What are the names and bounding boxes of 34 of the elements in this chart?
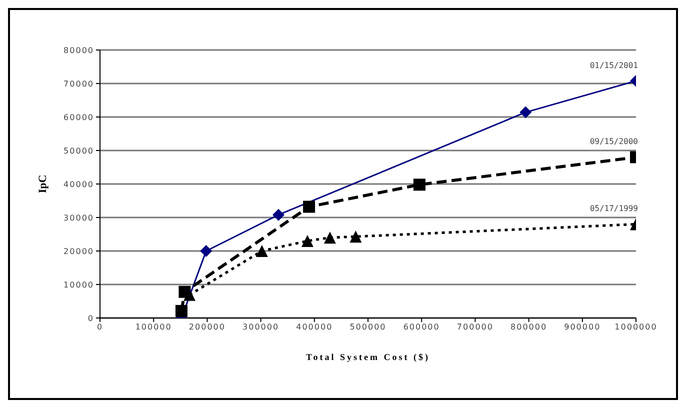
- y-tick-label: 40000: [64, 180, 94, 189]
- series-label: 05/17/1999: [590, 204, 638, 214]
- point: [272, 208, 284, 221]
- x-tick-label: 100000: [135, 322, 172, 332]
- x-tick-label: 700000: [456, 322, 494, 332]
- y-tick-label: 30000: [64, 213, 94, 222]
- x-tick-label: 400000: [296, 322, 333, 332]
- y-tick-label: 80000: [64, 46, 94, 55]
- x-tick-label: 1000000: [614, 322, 658, 332]
- point: [413, 178, 426, 191]
- x-tick-label: 300000: [242, 322, 280, 332]
- y-tick-label: 20000: [64, 246, 94, 256]
- y-tick-label: 10000: [64, 280, 94, 290]
- point: [350, 230, 362, 243]
- point: [175, 304, 188, 317]
- series-label: 09/15/2000: [590, 137, 638, 146]
- point: [324, 232, 336, 244]
- point: [301, 234, 314, 247]
- x-tick-label: 200000: [188, 322, 226, 332]
- x-tick-label: 900000: [564, 322, 601, 332]
- x-tick-label: 500000: [350, 322, 386, 332]
- y-tick-label: 0: [88, 314, 94, 323]
- point: [303, 200, 316, 213]
- series-label: 01/15/2001: [590, 60, 638, 70]
- x-tick-label: 600000: [403, 322, 440, 332]
- y-tick-label: 60000: [64, 112, 94, 122]
- point: [256, 245, 268, 257]
- y-tick-label: 70000: [64, 79, 94, 88]
- point: [200, 245, 212, 257]
- x-axis-title: Total System Cost ($): [306, 352, 430, 362]
- x-tick-label: 0: [96, 322, 104, 332]
- y-tick-label: 50000: [64, 146, 94, 156]
- y-axis-title: IpC: [36, 174, 49, 194]
- x-tick-label: 800000: [510, 322, 548, 332]
